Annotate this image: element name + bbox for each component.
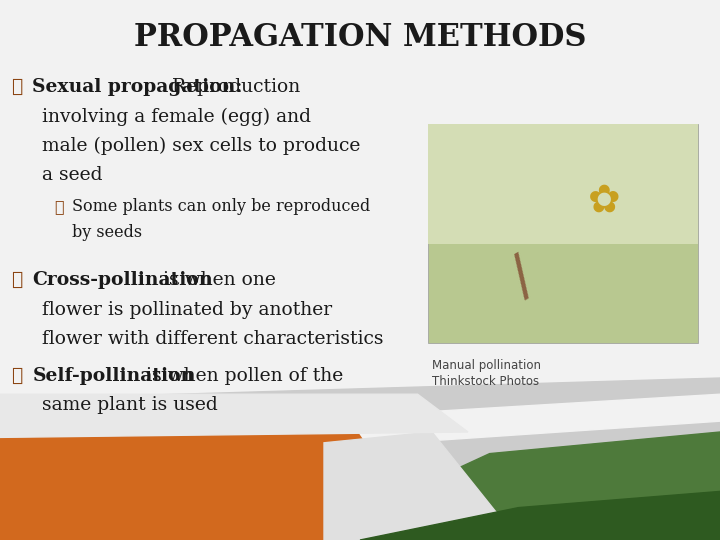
- Polygon shape: [302, 432, 720, 540]
- Polygon shape: [0, 394, 720, 470]
- Text: Thinkstock Photos: Thinkstock Photos: [432, 375, 539, 388]
- Text: is when pollen of the: is when pollen of the: [140, 367, 343, 385]
- Text: same plant is used: same plant is used: [42, 396, 217, 415]
- Polygon shape: [324, 432, 518, 540]
- Text: ✿: ✿: [588, 182, 620, 220]
- Text: is when one: is when one: [157, 272, 276, 289]
- Text: Some plants can only be reproduced: Some plants can only be reproduced: [72, 198, 370, 215]
- Text: Sexual propagation:: Sexual propagation:: [32, 78, 243, 96]
- Text: male (pollen) sex cells to produce: male (pollen) sex cells to produce: [42, 137, 360, 155]
- Text: by seeds: by seeds: [72, 224, 142, 241]
- FancyBboxPatch shape: [428, 124, 698, 343]
- Polygon shape: [0, 394, 468, 437]
- Text: ④: ④: [11, 272, 22, 289]
- Text: Reproduction: Reproduction: [166, 78, 300, 96]
- Text: Cross-pollination: Cross-pollination: [32, 272, 213, 289]
- Text: involving a female (egg) and: involving a female (egg) and: [42, 107, 311, 126]
- Text: /: /: [501, 249, 544, 305]
- Polygon shape: [0, 378, 720, 540]
- FancyBboxPatch shape: [428, 124, 698, 245]
- Text: a seed: a seed: [42, 166, 102, 184]
- Text: PROPAGATION METHODS: PROPAGATION METHODS: [134, 22, 586, 52]
- Text: flower is pollinated by another: flower is pollinated by another: [42, 301, 332, 319]
- Text: Self-pollination: Self-pollination: [32, 367, 194, 385]
- Text: ④: ④: [11, 78, 22, 96]
- Text: flower with different characteristics: flower with different characteristics: [42, 330, 383, 348]
- Text: Manual pollination: Manual pollination: [432, 359, 541, 372]
- Text: ④: ④: [54, 198, 63, 215]
- Text: ④: ④: [11, 367, 22, 385]
- Polygon shape: [0, 405, 432, 540]
- Polygon shape: [360, 491, 720, 540]
